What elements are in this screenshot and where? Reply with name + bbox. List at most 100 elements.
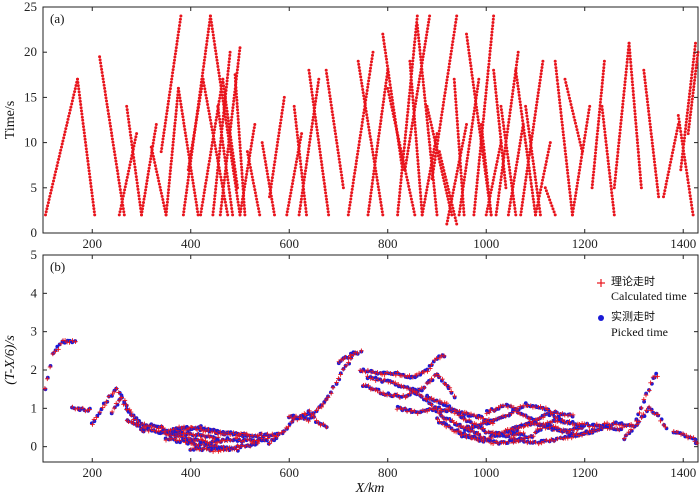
data-point-a <box>242 195 245 198</box>
data-point-a <box>152 139 155 142</box>
data-point-a <box>499 139 502 142</box>
data-point-a <box>605 146 608 149</box>
data-point-a <box>133 141 136 144</box>
data-point-a <box>572 112 575 115</box>
data-point-a <box>152 155 155 158</box>
data-point-a <box>496 201 499 204</box>
data-point-a <box>514 210 517 213</box>
data-point-a <box>413 114 416 117</box>
data-point-a <box>328 88 331 91</box>
data-point-a <box>132 153 135 156</box>
data-point-a <box>488 56 491 59</box>
data-point-a <box>467 49 470 52</box>
data-point-a <box>218 156 221 159</box>
data-point-a <box>582 143 585 146</box>
data-point-a <box>271 173 274 176</box>
data-point-a <box>206 100 209 103</box>
data-point-a <box>648 119 651 122</box>
x-tick-label-a: 1400 <box>670 236 696 251</box>
data-point-a <box>231 148 234 151</box>
data-point-a <box>685 172 688 175</box>
data-point-a <box>207 27 210 30</box>
data-point-a <box>370 188 373 191</box>
data-point-a <box>327 210 330 213</box>
data-point-a <box>107 109 110 112</box>
data-point-a <box>272 167 275 170</box>
data-point-a <box>477 172 480 175</box>
data-point-a <box>82 122 85 125</box>
data-point-a <box>222 118 225 121</box>
data-point-a <box>84 141 87 144</box>
data-point-a <box>633 103 636 106</box>
data-point-a <box>227 70 230 73</box>
data-point-a <box>288 198 291 201</box>
data-point-a <box>209 15 212 18</box>
data-point-a <box>421 74 424 77</box>
data-point-a <box>586 121 589 124</box>
data-point-a <box>493 173 496 176</box>
data-point-a <box>200 87 203 90</box>
data-point-a <box>378 132 381 135</box>
data-point-a <box>318 144 321 147</box>
data-point-a <box>504 186 507 189</box>
data-point-a <box>472 87 475 90</box>
data-point-a <box>652 151 655 154</box>
data-point-a <box>531 153 534 156</box>
data-point-a <box>170 157 173 160</box>
data-point-a <box>222 188 225 191</box>
data-point-a <box>387 74 390 77</box>
data-point-a <box>562 130 565 133</box>
data-point-a <box>591 183 594 186</box>
data-point-a <box>491 185 494 188</box>
data-point-a <box>59 152 62 155</box>
data-point-a <box>206 103 209 106</box>
data-point-a <box>160 192 163 195</box>
data-point-a <box>638 164 641 167</box>
data-point-a <box>615 164 618 167</box>
data-point-a <box>630 71 633 74</box>
data-point-a <box>363 101 366 104</box>
data-point-a <box>678 124 681 127</box>
data-point-a <box>304 207 307 210</box>
data-point-a <box>631 83 634 86</box>
data-point-a <box>505 146 508 149</box>
data-point-a <box>191 143 194 146</box>
data-point-a <box>382 36 385 39</box>
data-point-a <box>379 122 382 125</box>
data-point-a <box>119 188 122 191</box>
data-point-a <box>233 167 236 170</box>
data-point-a <box>524 141 527 144</box>
data-point-a <box>694 70 697 73</box>
data-point-a <box>476 115 479 118</box>
data-point-a <box>687 105 690 108</box>
data-point-a <box>417 33 420 36</box>
data-point-a <box>469 64 472 67</box>
data-point-a <box>669 161 672 164</box>
data-point-a <box>461 188 464 191</box>
data-point-a <box>303 176 306 179</box>
data-point-a <box>561 127 564 130</box>
data-point-a <box>305 160 308 163</box>
data-point-a <box>186 144 189 147</box>
data-point-a <box>133 162 136 165</box>
data-point-a <box>407 104 410 107</box>
data-point-a <box>454 179 457 182</box>
data-point-a <box>466 36 469 39</box>
data-point-a <box>178 93 181 96</box>
data-point-a <box>428 141 431 144</box>
data-point-a <box>236 186 239 189</box>
data-point-a <box>174 52 177 55</box>
data-point-a <box>408 140 411 143</box>
y-tick-label-a: 20 <box>24 44 37 59</box>
data-point-a <box>308 75 311 78</box>
data-point-a <box>175 112 178 115</box>
data-point-a <box>127 170 130 173</box>
data-point-a <box>542 176 545 179</box>
data-point-a <box>369 138 372 141</box>
data-point-a <box>619 122 622 125</box>
data-point-a <box>462 210 465 213</box>
data-point-a <box>250 142 253 145</box>
data-point-a <box>212 207 215 210</box>
data-point-a <box>183 204 186 207</box>
data-point-a <box>625 71 628 74</box>
